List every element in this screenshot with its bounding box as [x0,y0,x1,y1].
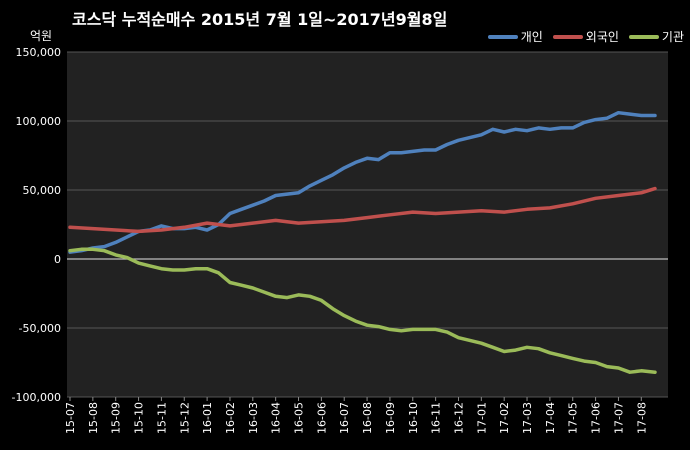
x-tick-label: 16-02 [224,402,237,434]
legend-swatch-series-2 [628,34,659,39]
series-line-2 [68,247,657,374]
x-tick-label: 17-01 [475,402,488,434]
y-axis-unit-label: 억원 [30,29,53,43]
legend-item-series-0: 개인 [487,28,543,45]
y-tick-label: 50,000 [23,184,62,197]
x-tick-label: 15-08 [87,402,100,434]
x-axis-ticks: 15-07 15-08 15-09 15-10 15-11 15-12 16-01 16-02… [64,397,648,434]
x-tick-label: 15-11 [155,402,168,434]
y-tick-label: 150,000 [16,46,62,59]
x-tick-label: 16-11 [430,402,443,434]
x-tick-label: 17-07 [612,402,625,434]
series-line-0 [68,110,657,254]
legend-swatch-series-1 [552,34,583,39]
x-tick-label: 16-04 [270,402,283,434]
x-tick-label: 17-06 [590,402,603,434]
x-tick-label: 17-08 [635,402,648,434]
plot-area [67,52,668,397]
y-tick-label: 0 [54,253,61,266]
x-tick-label: 15-09 [110,402,123,434]
x-tick-label: 16-01 [201,402,214,434]
x-tick-label: 16-12 [452,402,465,434]
legend-item-series-1: 외국인 [552,28,619,45]
y-tick-label: -100,000 [12,391,61,404]
series-lines [68,110,657,374]
x-tick-label: 16-05 [293,402,306,434]
x-tick-label: 15-07 [64,402,77,434]
x-tick-label: 17-02 [498,402,511,434]
y-tick-label: -50,000 [19,322,61,335]
legend-swatch-series-0 [487,34,518,39]
x-tick-label: 16-09 [384,402,397,434]
x-tick-label: 17-04 [544,402,557,434]
x-tick-label: 17-03 [521,402,534,434]
series-line-1 [68,186,657,234]
x-tick-label: 16-07 [338,402,351,434]
legend-label-series-1: 외국인 [585,30,619,44]
chart-title: 코스닥 누적순매수 2015년 7월 1일~2017년9월8일 [72,10,448,29]
x-tick-label: 16-08 [361,402,374,434]
x-tick-label: 17-05 [567,402,580,434]
x-tick-label: 16-03 [247,402,260,434]
x-tick-label: 16-06 [315,402,328,434]
legend-label-series-2: 기관 [661,30,684,44]
y-tick-label: 100,000 [16,115,62,128]
legend-item-series-2: 기관 [628,28,684,45]
x-tick-label: 15-10 [133,402,146,434]
x-tick-label: 16-10 [407,402,420,434]
legend-label-series-0: 개인 [520,30,543,44]
legend: 개인 외국인 기관 [487,28,684,45]
x-tick-label: 15-12 [178,402,191,434]
y-axis-ticks: -100,000 -50,000 0 50,000 100,000 150,000 [12,46,61,404]
